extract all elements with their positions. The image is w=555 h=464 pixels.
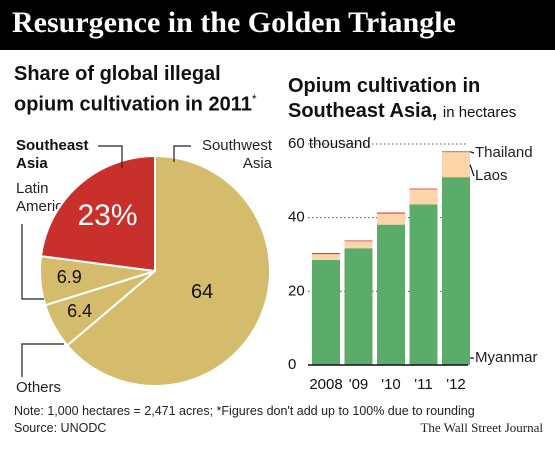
pie-value-label-southeast-asia: 23%	[77, 199, 137, 232]
y-tick-label-0: 0	[288, 356, 296, 373]
series-label-laos: Laos	[475, 167, 508, 184]
pie-value-label-southwest-asia: 64	[191, 281, 213, 303]
series-leader-laos	[469, 164, 475, 177]
y-tick-label-20: 20	[288, 282, 305, 299]
leader-line-latin-america	[21, 224, 44, 300]
bar-thailand-0	[312, 253, 340, 255]
southeast-label-line2: Asia	[16, 155, 48, 172]
pie-value-label-others: 6.4	[67, 301, 92, 321]
series-label-thailand: Thailand	[475, 144, 533, 161]
bar-thailand-1	[344, 240, 373, 242]
bar-thailand-2	[377, 212, 405, 214]
pie-title-asterisk: *	[251, 92, 257, 106]
bar-thailand-4	[442, 151, 470, 153]
southwest-label-line2: Asia	[242, 155, 272, 172]
bar-myanmar-4	[442, 177, 470, 365]
x-tick-label-1: '09	[349, 376, 369, 393]
x-tick-label-2: '10	[381, 376, 401, 393]
pie-slice-southeast-asia	[39, 154, 156, 273]
southwest-label-line1: Southwest	[201, 137, 272, 154]
x-tick-label-4: '12	[446, 376, 466, 393]
bar-thailand-3	[409, 188, 438, 190]
y-tick-label-40: 40	[288, 209, 305, 226]
bar-title-text: Opium cultivation in Southeast Asia,	[288, 75, 481, 122]
bar-laos-2	[377, 213, 405, 225]
pie-label-southwest-asia: Southwest Asia	[196, 137, 272, 173]
x-tick-label-0: 2008	[309, 376, 342, 393]
footnote: Note: 1,000 hectares = 2,471 acres; *Fig…	[14, 404, 475, 418]
leader-line-southeast-asia	[98, 145, 123, 168]
bar-myanmar-3	[409, 204, 438, 365]
pie-value-label-latin-america: 6.9	[57, 267, 82, 287]
x-tick-label-3: '11	[414, 376, 432, 393]
bar-laos-1	[344, 241, 373, 249]
bar-myanmar-2	[377, 224, 405, 365]
bar-myanmar-1	[344, 248, 373, 365]
series-leader-thailand	[469, 151, 475, 154]
pie-slice-southwest-asia	[65, 154, 271, 387]
title-banner: Resurgence in the Golden Triangle	[0, 0, 555, 50]
bar-title-unit: in hectares	[442, 104, 517, 121]
source-line: Source: UNODC	[14, 421, 107, 435]
bar-laos-0	[312, 254, 340, 261]
banner-title: Resurgence in the Golden Triangle	[12, 6, 456, 39]
pie-chart-title: Share of global illegal opium cultivatio…	[14, 62, 274, 118]
publication-credit: The Wall Street Journal	[420, 420, 543, 435]
bar-myanmar-0	[312, 260, 340, 365]
leader-line-others	[21, 343, 64, 377]
pie-title-text: Share of global illegal opium cultivatio…	[14, 63, 252, 116]
latin-label-line1: Latin	[16, 180, 49, 197]
southeast-label-line1: Southeast	[16, 137, 89, 154]
leader-line-southwest-asia	[173, 145, 191, 162]
bar-laos-4	[442, 152, 470, 178]
bar-laos-3	[409, 189, 438, 205]
pie-label-southeast-asia: Southeast Asia	[16, 137, 89, 173]
y-tick-label-60: 60 thousand	[288, 135, 371, 152]
series-label-myanmar: Myanmar	[475, 349, 538, 366]
bar-chart-title: Opium cultivation in Southeast Asia, in …	[288, 74, 553, 125]
pie-label-others: Others	[16, 379, 62, 396]
